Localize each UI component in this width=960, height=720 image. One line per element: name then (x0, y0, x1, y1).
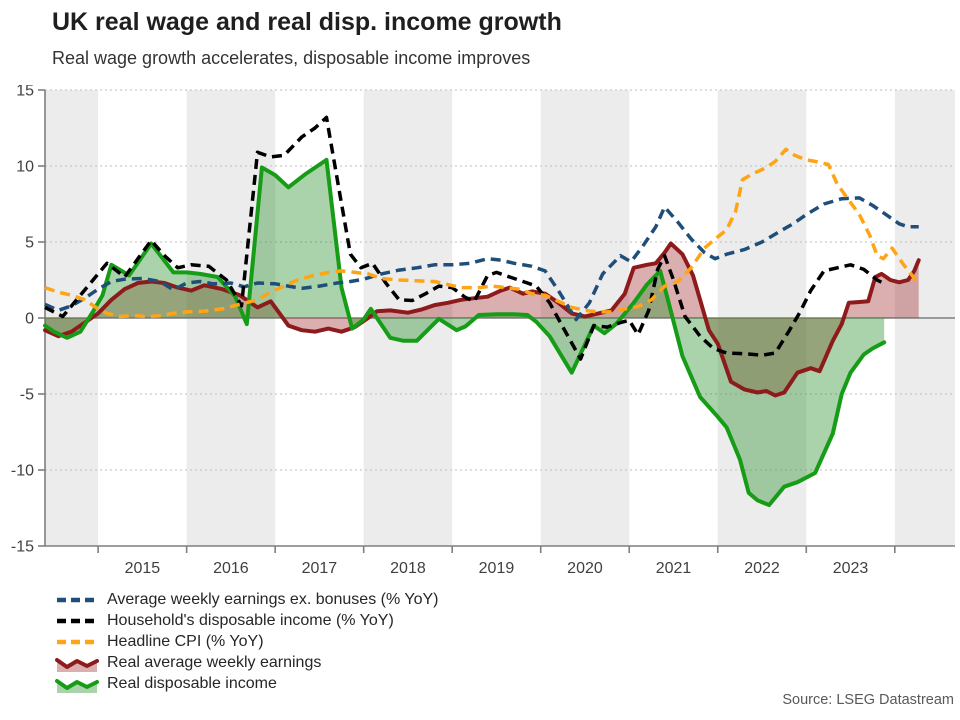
legend-item-0: Average weekly earnings ex. bonuses (% Y… (55, 589, 438, 610)
legend-swatch-icon (57, 639, 97, 644)
legend-swatch-icon (57, 618, 97, 623)
legend-label: Real average weekly earnings (107, 654, 322, 671)
legend-swatch-icon (55, 678, 99, 693)
y-tick-label: -15 (11, 539, 34, 556)
legend-item-1: Household's disposable income (% YoY) (55, 610, 438, 631)
x-tick-label: 2016 (213, 560, 249, 577)
legend-label: Real disposable income (107, 675, 277, 692)
x-tick-label: 2022 (744, 560, 780, 577)
y-tick-label: 15 (16, 85, 34, 100)
x-tick-label: 2020 (567, 560, 603, 577)
y-tick-label: -10 (11, 463, 34, 480)
chart-legend: Average weekly earnings ex. bonuses (% Y… (55, 589, 438, 694)
legend-swatch-icon (57, 597, 97, 602)
chart-title: UK real wage and real disp. income growt… (52, 8, 562, 36)
series-line (43, 241, 921, 398)
y-tick-label: 10 (16, 159, 34, 176)
chart-canvas: 15 10 5 0 -5 -10 -15 2015 2016 2017 2018 2019 2020 20… (11, 85, 955, 577)
legend-item-4: Real disposable income (55, 673, 438, 694)
source-note: Source: LSEG Datastream (782, 692, 954, 708)
legend-item-3: Real average weekly earnings (55, 652, 438, 673)
series-line (44, 115, 887, 361)
series-area (45, 243, 919, 396)
legend-label: Headline CPI (% YoY) (107, 633, 264, 650)
legend-label: Average weekly earnings ex. bonuses (% Y… (107, 591, 439, 608)
x-tick-label: 2015 (125, 560, 161, 577)
x-tick-label: 2023 (833, 560, 869, 577)
y-tick-label: -5 (20, 387, 34, 404)
x-tick-label: 2019 (479, 560, 515, 577)
legend-item-2: Headline CPI (% YoY) (55, 631, 438, 652)
series-line (43, 157, 887, 507)
x-tick-label: 2021 (656, 560, 692, 577)
y-tick-label: 0 (25, 311, 34, 328)
legend-label: Household's disposable income (% YoY) (107, 612, 394, 629)
y-tick-label: 5 (25, 235, 34, 252)
chart-subtitle: Real wage growth accelerates, disposable… (52, 48, 531, 68)
x-tick-label: 2017 (302, 560, 338, 577)
legend-swatch-icon (55, 657, 99, 672)
x-tick-label: 2018 (390, 560, 426, 577)
series-line (44, 147, 919, 319)
